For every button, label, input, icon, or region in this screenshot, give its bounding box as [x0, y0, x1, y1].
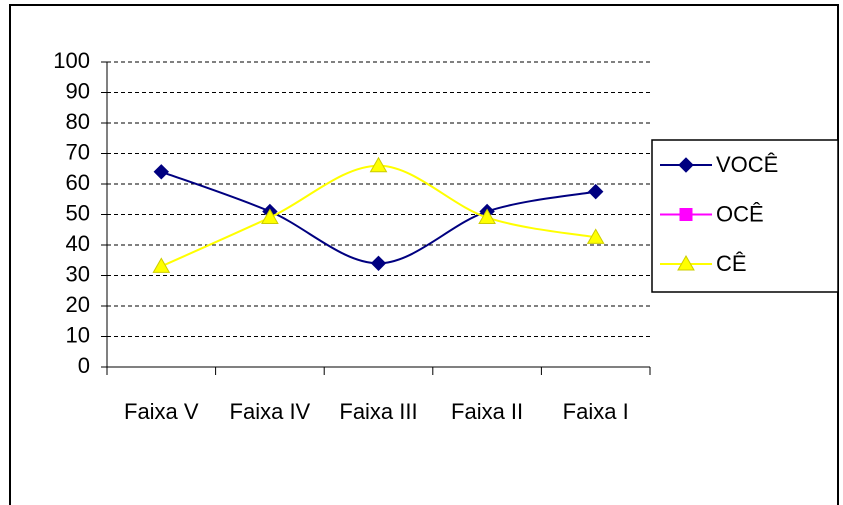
y-tick-label: 0	[78, 353, 90, 378]
marker	[261, 208, 279, 225]
x-tick-label: Faixa IV	[229, 399, 311, 424]
marker	[370, 255, 387, 272]
y-tick-label: 70	[66, 139, 90, 164]
legend-marker	[677, 254, 695, 271]
legend-label: CÊ	[716, 251, 747, 276]
x-tick-label: Faixa V	[124, 399, 199, 424]
y-tick-label: 50	[66, 200, 90, 225]
y-tick-label: 40	[66, 231, 90, 256]
marker	[478, 208, 496, 225]
marker	[369, 156, 388, 173]
x-tick-label: Faixa II	[451, 399, 524, 424]
x-tick-label: Faixa I	[562, 399, 629, 424]
marker	[153, 164, 170, 180]
y-tick-label: 80	[66, 109, 90, 134]
legend-marker	[679, 208, 693, 221]
y-tick-label: 20	[66, 292, 90, 317]
marker	[586, 228, 605, 244]
y-tick-label: 90	[66, 78, 90, 103]
series-line	[160, 164, 596, 268]
legend-label: OCÊ	[716, 201, 764, 226]
marker	[152, 257, 171, 273]
legend-label: VOCÊ	[716, 152, 778, 177]
y-tick-label: 60	[66, 170, 90, 195]
y-tick-label: 30	[66, 261, 90, 286]
marker	[587, 183, 604, 200]
y-tick-label: 100	[53, 48, 90, 73]
legend-marker	[678, 157, 694, 173]
series-line	[160, 170, 596, 265]
y-tick-label: 10	[66, 322, 90, 347]
x-tick-label: Faixa III	[339, 399, 418, 424]
